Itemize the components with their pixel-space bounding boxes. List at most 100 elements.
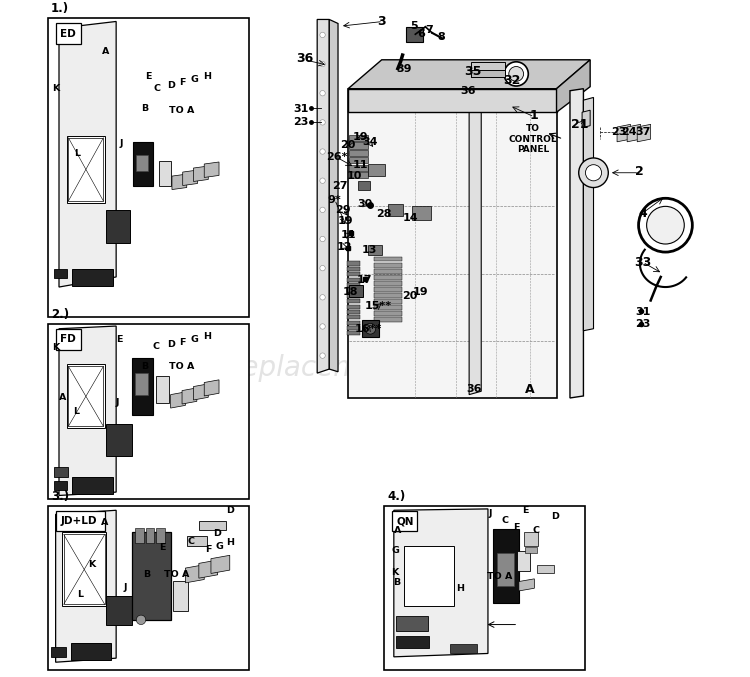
Text: B: B xyxy=(393,578,400,588)
Polygon shape xyxy=(204,162,219,177)
Text: J: J xyxy=(119,139,122,148)
Circle shape xyxy=(579,158,608,188)
Bar xyxy=(62,532,106,607)
Polygon shape xyxy=(194,384,208,400)
Text: 20: 20 xyxy=(402,291,418,301)
Bar xyxy=(71,643,112,659)
Text: C: C xyxy=(188,537,194,546)
Bar xyxy=(350,172,368,178)
Bar xyxy=(374,269,402,274)
Bar xyxy=(146,528,154,542)
Text: L: L xyxy=(73,407,79,416)
Text: 11: 11 xyxy=(340,230,356,240)
Text: 23: 23 xyxy=(610,127,626,137)
Text: F: F xyxy=(179,338,186,347)
Polygon shape xyxy=(170,392,185,408)
Text: K: K xyxy=(392,568,399,577)
Bar xyxy=(346,283,360,287)
Bar xyxy=(47,324,249,499)
Text: A: A xyxy=(58,393,66,403)
Text: 36: 36 xyxy=(296,52,313,65)
Circle shape xyxy=(320,324,326,329)
Bar xyxy=(56,511,106,531)
Text: B: B xyxy=(142,569,150,579)
Bar xyxy=(494,529,519,603)
Polygon shape xyxy=(59,22,116,287)
Text: 1: 1 xyxy=(530,109,538,122)
Text: C: C xyxy=(152,342,159,351)
Polygon shape xyxy=(211,555,230,573)
Bar xyxy=(73,477,112,494)
Text: 18: 18 xyxy=(343,287,358,297)
Bar xyxy=(135,528,144,542)
Polygon shape xyxy=(638,125,651,141)
Bar xyxy=(346,299,360,303)
Text: 19: 19 xyxy=(352,132,368,142)
Polygon shape xyxy=(348,89,556,112)
Bar xyxy=(346,321,360,325)
Text: 16**: 16** xyxy=(355,324,382,334)
Polygon shape xyxy=(194,166,208,181)
Bar xyxy=(374,275,402,280)
Text: 37: 37 xyxy=(635,127,650,137)
Circle shape xyxy=(320,91,326,96)
Bar xyxy=(67,136,105,203)
Bar xyxy=(412,206,430,220)
Text: QN: QN xyxy=(397,516,414,526)
Bar xyxy=(53,269,67,278)
Bar xyxy=(199,521,226,531)
Bar xyxy=(56,330,81,349)
Text: 19: 19 xyxy=(338,216,353,226)
Circle shape xyxy=(320,353,326,358)
Text: 20: 20 xyxy=(340,139,356,150)
Circle shape xyxy=(320,294,326,300)
Text: 31: 31 xyxy=(635,307,650,317)
Bar xyxy=(374,263,402,267)
Bar xyxy=(47,18,249,318)
Bar xyxy=(131,357,153,415)
Bar xyxy=(450,644,476,653)
Text: A: A xyxy=(101,518,109,527)
Polygon shape xyxy=(556,60,590,112)
Text: 36: 36 xyxy=(460,86,476,95)
Polygon shape xyxy=(519,579,534,591)
Bar xyxy=(346,272,360,276)
Circle shape xyxy=(320,265,326,271)
Text: K: K xyxy=(52,83,59,93)
Circle shape xyxy=(136,615,146,625)
Text: B: B xyxy=(142,362,148,371)
Bar xyxy=(374,257,402,261)
Bar xyxy=(346,288,360,292)
Text: 35: 35 xyxy=(464,66,482,79)
Bar xyxy=(396,617,428,631)
Bar xyxy=(374,299,402,304)
Circle shape xyxy=(320,120,326,125)
Text: D: D xyxy=(226,506,235,515)
Text: 30: 30 xyxy=(357,199,373,209)
Bar xyxy=(157,376,169,403)
Bar xyxy=(68,366,104,427)
Polygon shape xyxy=(183,170,197,185)
Bar xyxy=(51,647,66,657)
Bar xyxy=(346,326,360,330)
Text: 19: 19 xyxy=(413,287,428,297)
Text: 26*: 26* xyxy=(326,152,347,162)
Bar xyxy=(496,552,514,586)
Circle shape xyxy=(365,324,376,334)
Text: H: H xyxy=(226,538,234,547)
Bar xyxy=(346,332,360,335)
Text: TO A: TO A xyxy=(169,362,194,371)
Text: 13: 13 xyxy=(362,245,377,255)
Text: 6: 6 xyxy=(418,28,425,39)
Text: H: H xyxy=(203,332,211,341)
Text: D: D xyxy=(166,81,175,90)
Bar xyxy=(173,581,188,611)
Polygon shape xyxy=(317,20,329,373)
Polygon shape xyxy=(348,89,556,398)
Bar xyxy=(374,281,402,286)
Polygon shape xyxy=(348,60,590,89)
Text: 36: 36 xyxy=(466,385,482,394)
Text: 24: 24 xyxy=(621,127,636,137)
Circle shape xyxy=(586,165,602,181)
Text: 8: 8 xyxy=(437,32,445,42)
